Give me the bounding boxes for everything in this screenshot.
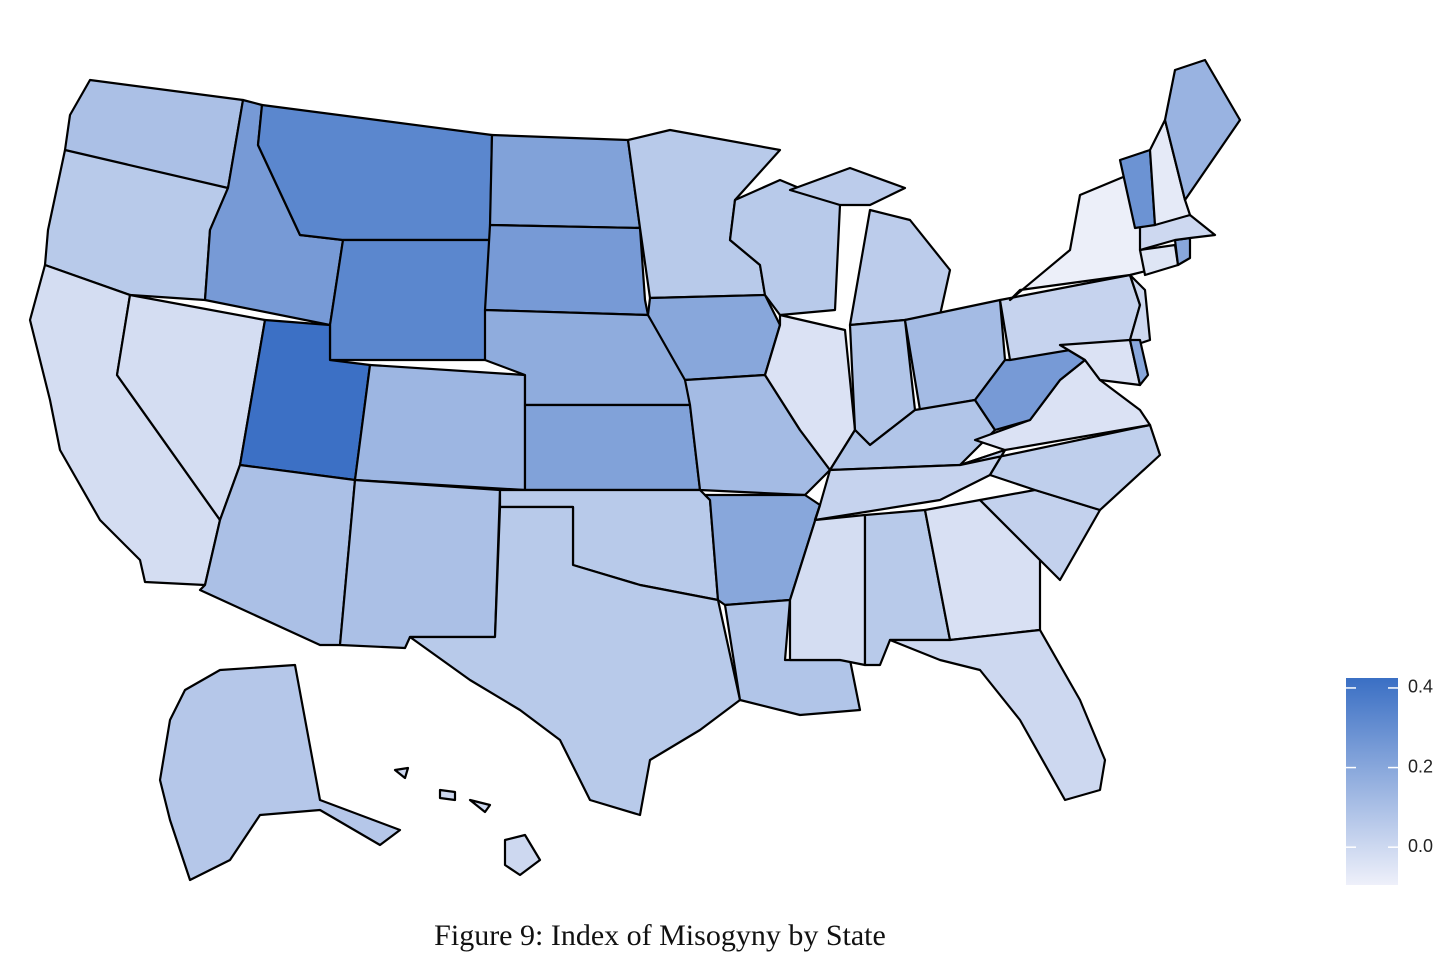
state [158,663,402,882]
state [1128,338,1150,387]
state [256,103,494,242]
state [978,488,1102,582]
colorbar-tick-label: 0.4 [1408,677,1433,697]
colorbar [1346,678,1398,885]
state [523,403,702,492]
state [763,313,857,472]
state [888,628,1107,802]
figure-caption: Figure 9: Index of Misogyny by State [434,919,886,952]
colorbar-tick-label: 0.0 [1408,836,1433,856]
state [488,133,642,230]
state [1148,118,1192,227]
state [1163,58,1242,202]
state [353,363,527,492]
states [28,58,1242,882]
state [483,223,650,317]
state [393,766,542,877]
state [338,478,502,650]
state [408,505,742,817]
state [1058,338,1142,387]
colorbar-tick-label: 0.2 [1408,756,1433,776]
state [328,238,492,362]
state [958,423,1162,512]
state [1173,236,1192,267]
state [923,498,1042,642]
